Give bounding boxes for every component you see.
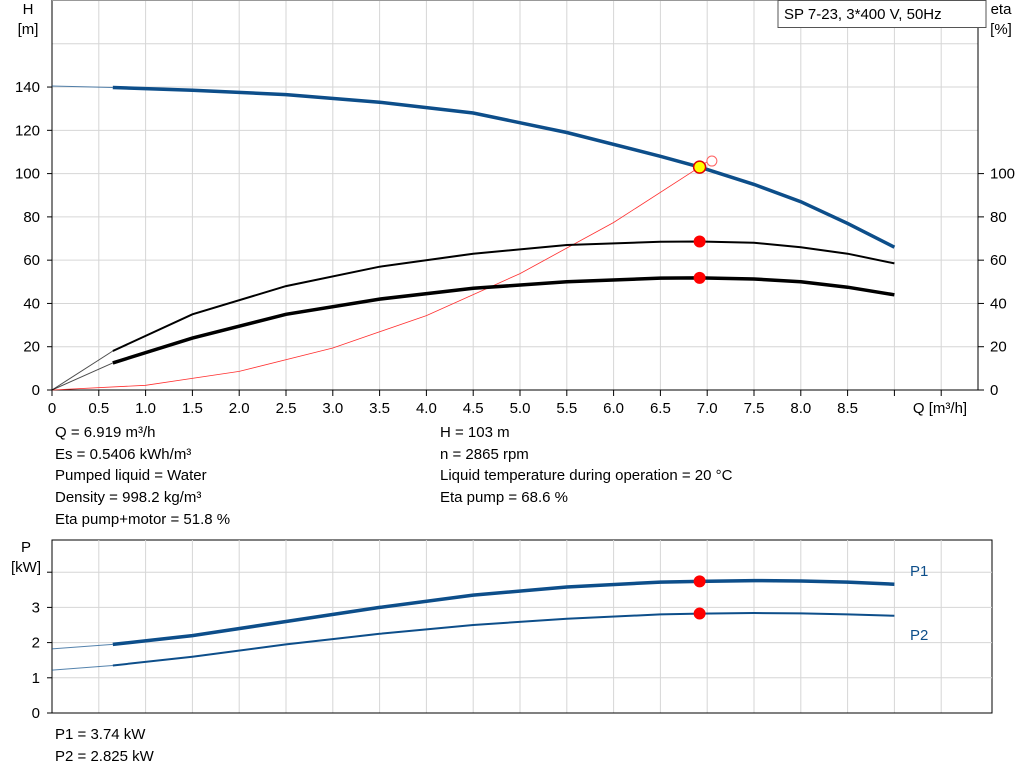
y-axis-label-left: [m] [18,21,39,38]
info-es: Es = 0.5406 kWh/m³ [55,446,192,463]
eta-pump-motor-curve-extrapolated [51,362,114,391]
info-density: Density = 998.2 kg/m³ [55,489,202,506]
y-tick-label-left: 100 [15,166,40,183]
y-tick-label-right: 80 [990,209,1007,226]
power-y-tick-label: 2 [32,635,40,652]
x-tick-label: 4.0 [416,400,437,417]
chart-title: SP 7-23, 3*400 V, 50Hz [784,6,942,23]
y-tick-label-left: 140 [15,79,40,96]
y-tick-label-right: 20 [990,339,1007,356]
power-y-axis-label: [kW] [11,559,41,576]
eta-pump-curve-extrapolated [51,350,114,391]
power-y-tick-label: 0 [32,705,40,722]
y-tick-label-left: 80 [23,209,40,226]
y-axis-label-right: eta [991,1,1013,18]
power-curve-p2-extrapolated [51,665,113,671]
x-tick-label: 7.5 [744,400,765,417]
x-tick-label: 6.5 [650,400,671,417]
p1-marker [693,575,706,588]
x-tick-label: 0.5 [88,400,109,417]
info-n: n = 2865 rpm [440,446,529,463]
x-tick-label: 2.5 [276,400,297,417]
x-axis-label: Q [m³/h] [913,400,967,417]
x-tick-label: 7.0 [697,400,718,417]
info-liquid: Pumped liquid = Water [55,467,207,484]
info-h: H = 103 m [440,424,510,441]
y-tick-label-left: 60 [23,252,40,269]
y-tick-label-left: 40 [23,295,40,312]
x-tick-label: 8.0 [790,400,811,417]
y-axis-label-left: H [23,1,34,18]
head-curve [112,85,896,249]
power-y-tick-label: 1 [32,670,40,687]
power-curve-p2 [112,611,895,667]
y-axis-label-right: [%] [990,21,1012,38]
head-curve-extrapolated [51,85,113,88]
x-tick-label: 1.5 [182,400,203,417]
x-tick-label: 6.0 [603,400,624,417]
duty-point-marker [692,160,707,174]
x-tick-label: 0 [48,400,56,417]
info-p1: P1 = 3.74 kW [55,726,146,743]
power-y-axis-label: P [21,539,31,556]
power-curve-p1 [112,578,895,647]
y-tick-label-right: 40 [990,295,1007,312]
eta-pump-motor-curve [112,276,895,365]
eta-pump-marker [693,235,706,248]
x-tick-label: 2.0 [229,400,250,417]
x-tick-label: 5.0 [510,400,531,417]
title-box [777,0,987,28]
x-tick-label: 1.0 [135,400,156,417]
power-curve-p1-extrapolated [51,643,113,650]
p2-marker [693,607,706,620]
system-end-marker [706,155,718,167]
series-label-p2: P2 [910,627,928,644]
x-tick-label: 4.5 [463,400,484,417]
info-eta-pump-motor: Eta pump+motor = 51.8 % [55,511,231,528]
info-temp: Liquid temperature during operation = 20… [440,467,733,484]
x-tick-label: 3.0 [322,400,343,417]
y-tick-label-left: 120 [15,122,40,139]
x-tick-label: 3.5 [369,400,390,417]
power-chart-frame [51,539,993,714]
info-p2: P2 = 2.825 kW [55,748,154,765]
x-tick-label: 5.5 [556,400,577,417]
series-label-p1: P1 [910,563,928,580]
x-tick-label: 8.5 [837,400,858,417]
y-tick-label-right: 0 [990,382,998,399]
y-tick-label-right: 60 [990,252,1007,269]
info-eta-pump: Eta pump = 68.6 % [440,489,568,506]
power-y-tick-label: 3 [32,599,40,616]
info-q: Q = 6.919 m³/h [55,424,156,441]
system-curve [51,161,708,391]
eta-pump-motor-marker [693,271,706,284]
y-tick-label-left: 0 [32,382,40,399]
y-tick-label-left: 20 [23,339,40,356]
eta-pump-curve [112,240,895,352]
y-tick-label-right: 100 [990,166,1015,183]
